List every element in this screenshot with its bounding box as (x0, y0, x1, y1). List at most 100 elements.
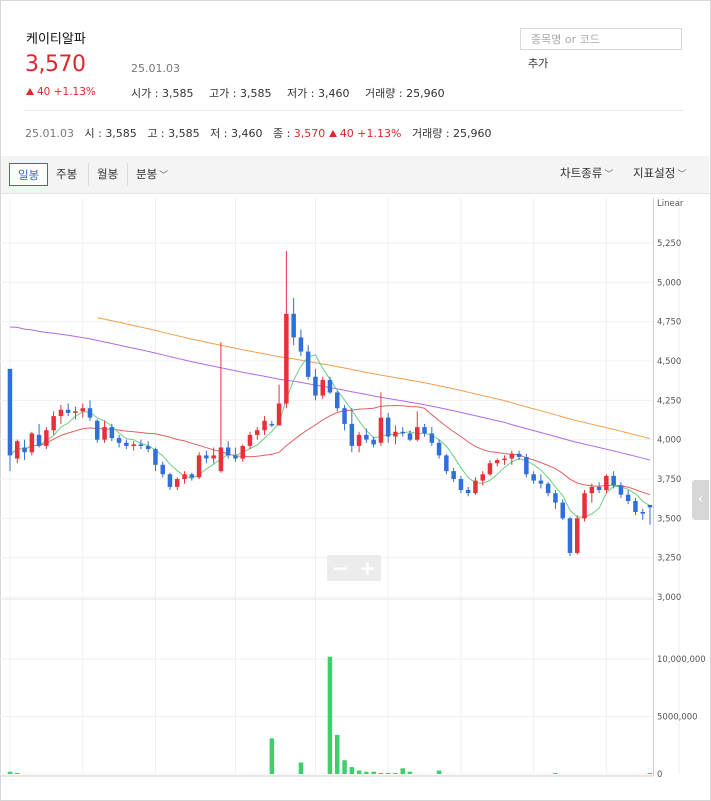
chevron-down-icon: ﹀ (604, 170, 614, 180)
candle-body (604, 475, 609, 491)
candle-body (640, 512, 645, 514)
y-tick-label: 4,250 (657, 396, 681, 406)
volume-bar (335, 734, 340, 774)
volume-tick-label: 10,000,000 (657, 655, 706, 665)
stat-low: 저가 : 3,460 (287, 87, 350, 100)
chart-type-menu[interactable]: 차트종류 ﹀ (560, 166, 614, 180)
price-chart[interactable]: Linear 3,000 3,250 3,500 3,750 4,000 4,250 4,50… (0, 194, 709, 784)
candle-body (153, 449, 158, 465)
y-tick-label: 3,500 (657, 514, 681, 524)
candle-body (109, 427, 115, 439)
candle-body (15, 441, 20, 459)
candle-body (95, 420, 100, 440)
candle-body (22, 447, 27, 453)
candle-body (465, 490, 471, 494)
candle-body (44, 430, 49, 446)
zoom-in-button[interactable]: + (359, 556, 376, 580)
candle-body (211, 455, 216, 459)
candle-body (647, 505, 653, 508)
zoom-out-button[interactable]: − (332, 556, 349, 580)
candle-body (313, 376, 318, 396)
candle-body (327, 379, 333, 393)
price-date: 25.01.03 (131, 62, 180, 75)
candle-body (131, 444, 136, 446)
change-percent: +1.13% (53, 86, 96, 98)
volume-bar (407, 771, 413, 774)
search-input[interactable]: 종목명 or 코드 (520, 28, 682, 50)
candle-body (138, 444, 144, 446)
tab-minute[interactable]: 분봉 ﹀ (127, 163, 176, 186)
candle-body (618, 485, 624, 495)
y-tick-label: 3,250 (657, 554, 681, 564)
indicator-menu[interactable]: 지표설정 ﹀ (633, 166, 687, 180)
candle-body (284, 313, 289, 404)
candle-body (29, 433, 35, 453)
tab-daily[interactable]: 일봉 (9, 163, 49, 186)
candle-body (436, 442, 442, 456)
volume-bar (647, 772, 653, 774)
candle-body (415, 427, 420, 440)
candle-body (240, 446, 245, 459)
candle-body (291, 313, 296, 338)
candle-body (596, 486, 602, 490)
candle-body (116, 438, 122, 443)
candle-body (233, 455, 238, 459)
candle-body (567, 518, 573, 553)
candle-body (58, 409, 64, 417)
candle-body (167, 474, 173, 487)
candle-body (364, 434, 369, 440)
candle-body (349, 423, 355, 446)
zoom-control (327, 555, 381, 581)
tab-monthly[interactable]: 월봉 (88, 163, 126, 186)
volume-bar (327, 656, 333, 774)
candle-body (160, 464, 165, 475)
candle-body (182, 474, 187, 479)
divider (24, 110, 684, 111)
candle-body (124, 442, 129, 446)
volume-bar (364, 771, 369, 774)
y-tick-label: 3,000 (657, 593, 681, 603)
candle-body (276, 403, 282, 426)
tab-weekly[interactable]: 주봉 (56, 167, 78, 181)
candle-body (385, 417, 391, 437)
candle-body (305, 351, 311, 377)
candle-body (422, 427, 427, 434)
current-price: 3,570 (25, 52, 86, 77)
candle-body (531, 474, 536, 481)
candle-body (575, 518, 580, 553)
y-tick-label: 5,250 (657, 239, 681, 249)
candle-body (400, 431, 405, 434)
candle-body (545, 483, 551, 494)
candle-body (611, 475, 616, 486)
candle-body (204, 455, 209, 459)
candle-body (189, 474, 195, 478)
up-arrow-icon (26, 88, 34, 95)
y-tick-label: 5,000 (657, 278, 681, 288)
stat-volume: 거래량 : 25,960 (365, 87, 445, 100)
volume-bar (15, 772, 20, 774)
change-amount: 40 (37, 86, 51, 98)
candle-body (589, 486, 595, 494)
expand-panel-button[interactable]: ‹ (692, 480, 709, 520)
candle-body (342, 408, 347, 424)
volume-bar (356, 770, 362, 774)
candle-body (582, 493, 587, 519)
candle-body (429, 433, 435, 443)
volume-bar (342, 760, 347, 774)
candle-body (458, 479, 464, 490)
add-button[interactable]: 추가 (528, 57, 549, 70)
candle-body (196, 455, 202, 478)
candle-body (51, 416, 56, 431)
candle-body (247, 434, 253, 446)
scale-label: Linear (657, 199, 684, 209)
candle-body (356, 434, 362, 446)
candle-body (73, 411, 78, 413)
volume-bar (400, 768, 405, 775)
stat-high: 고가 : 3,585 (209, 87, 272, 100)
candle-body (524, 457, 529, 475)
candle-body (218, 447, 224, 472)
candle-body (298, 337, 304, 352)
candle-body (36, 434, 42, 446)
candle-body (87, 408, 93, 418)
candle-body (145, 446, 151, 450)
